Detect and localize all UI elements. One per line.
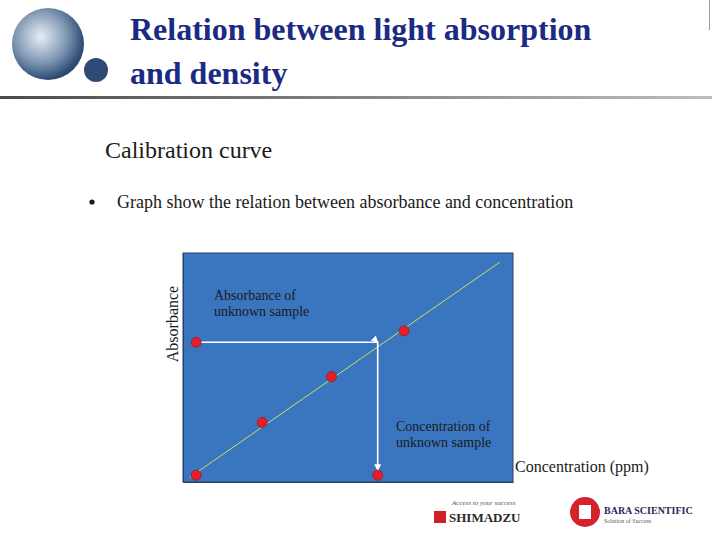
logo-tagline: Solution of Success <box>604 518 652 524</box>
annotation: Absorbance of <box>214 288 296 303</box>
logo-tagline: Access to your success <box>451 499 516 507</box>
slide: Relation between light absorption and den… <box>0 0 720 540</box>
logo-mark <box>434 511 446 523</box>
logo-mark <box>579 505 591 519</box>
logo-text: BARA SCIENTIFIC <box>604 505 693 516</box>
header-edge <box>709 0 710 30</box>
reading-arrow <box>196 342 378 470</box>
annotation: unknown sample <box>214 304 309 319</box>
x-axis-title: Concentration (ppm) <box>515 458 649 476</box>
slide-subtitle: Calibration curve <box>105 137 272 163</box>
data-point <box>399 326 409 336</box>
header-logo <box>12 8 84 80</box>
logo-text: SHIMADZU <box>449 510 521 525</box>
slide-title: and density <box>130 55 287 91</box>
slide-title: Relation between light absorption <box>130 11 592 47</box>
x-axis-line <box>184 482 514 483</box>
bullet-dot <box>89 199 94 204</box>
data-point <box>257 417 267 427</box>
logo-mark <box>570 497 600 527</box>
plot-area <box>183 253 513 482</box>
y-axis-title: Absorbance <box>164 286 181 362</box>
data-point <box>191 470 201 480</box>
bullet-text: Graph show the relation between absorban… <box>117 192 573 212</box>
data-point <box>191 337 201 347</box>
y-axis <box>183 254 184 483</box>
data-point <box>373 470 383 480</box>
data-point <box>327 372 337 382</box>
plot-marks <box>190 262 500 480</box>
annotation: Concentration of <box>396 419 491 434</box>
annotation: unknown sample <box>396 435 491 450</box>
header-logo-dot <box>84 58 108 82</box>
y-axis-line <box>183 254 184 483</box>
x-axis <box>184 482 514 483</box>
calibration-line <box>190 262 500 477</box>
header-rule <box>0 96 712 99</box>
